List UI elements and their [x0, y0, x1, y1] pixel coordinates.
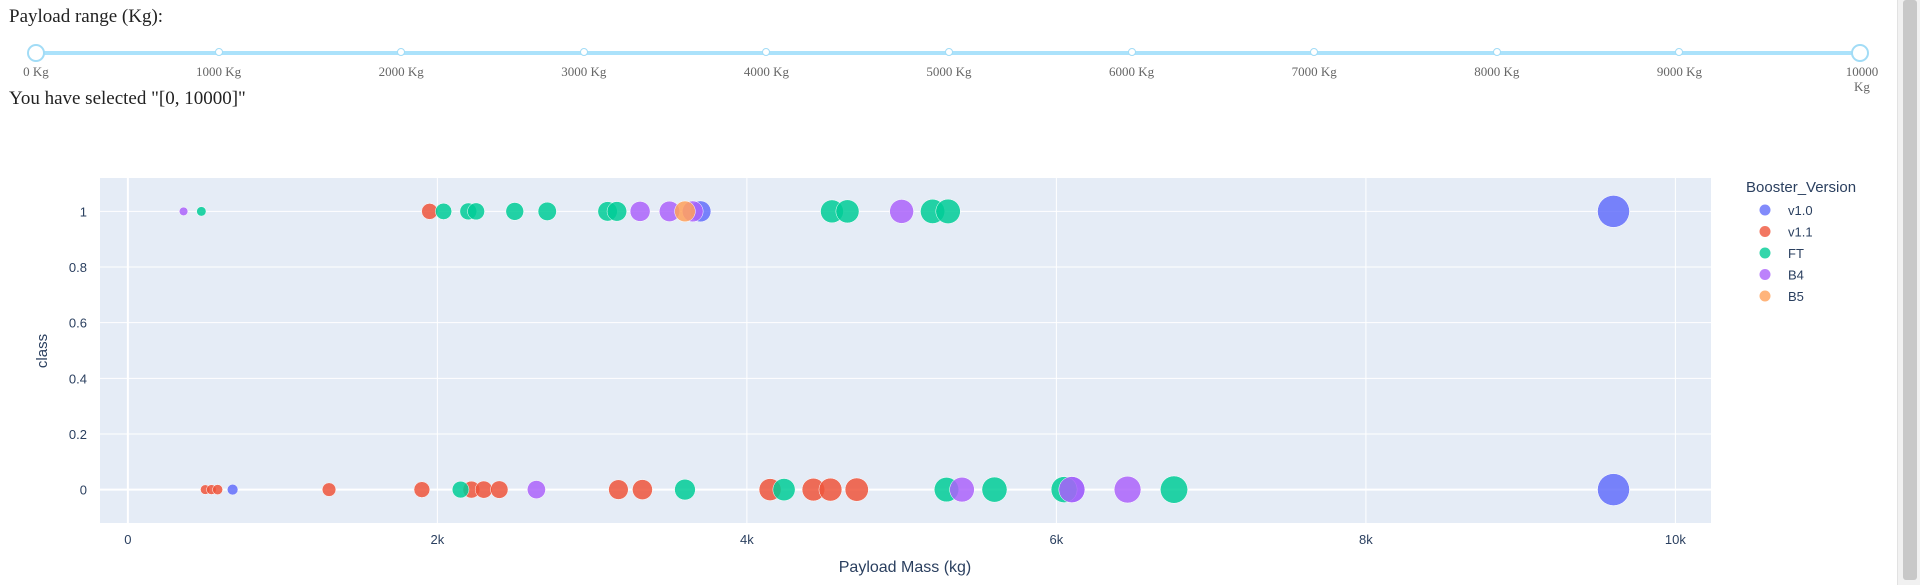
x-tick-label: 2k [430, 532, 444, 547]
slider-mark-label[interactable]: 10000 Kg [1845, 64, 1879, 94]
data-point[interactable] [949, 476, 975, 503]
slider-mark-dot[interactable] [1675, 48, 1684, 56]
data-point[interactable] [674, 200, 696, 223]
slider-mark-dot[interactable] [397, 48, 406, 56]
data-point[interactable] [527, 480, 546, 499]
x-tick-label: 8k [1359, 532, 1373, 547]
plot-background [100, 178, 1711, 523]
data-point[interactable] [1113, 475, 1142, 504]
legend-item[interactable]: v1.0 [1759, 203, 1813, 218]
slider-handle-min[interactable] [27, 44, 45, 62]
data-point[interactable] [467, 202, 485, 221]
slider-mark-label[interactable]: 1000 Kg [196, 64, 242, 79]
selected-range-text: You have selected "[0, 10000]" [9, 88, 246, 109]
slider-mark-label[interactable]: 3000 Kg [561, 64, 607, 79]
data-point[interactable] [451, 481, 470, 499]
slider-handle-max[interactable] [1851, 44, 1869, 62]
vertical-scrollbar[interactable] [1897, 0, 1920, 585]
legend-label: B5 [1788, 289, 1804, 304]
data-point[interactable] [1160, 475, 1188, 504]
payload-range-slider[interactable]: 0 Kg 1000 Kg 2000 Kg 3000 Kg 4000 Kg 5000 Kg 6… [0, 40, 1900, 110]
slider-mark-label[interactable]: 6000 Kg [1109, 64, 1155, 79]
data-point[interactable] [321, 482, 337, 497]
data-point[interactable] [474, 480, 493, 499]
y-axis-title: class [34, 334, 51, 368]
data-point[interactable] [179, 206, 189, 216]
slider-mark-dot[interactable] [945, 48, 953, 56]
slider-mark-label[interactable]: 9000 Kg [1656, 64, 1702, 79]
data-point[interactable] [981, 476, 1008, 503]
data-point[interactable] [1058, 476, 1086, 503]
legend-item[interactable]: v1.1 [1759, 225, 1813, 240]
x-tick-label: 10k [1665, 532, 1686, 547]
slider-mark-dot[interactable] [1127, 48, 1136, 56]
x-tick-label: 6k [1050, 532, 1064, 547]
y-tick-label: 0 [80, 483, 87, 498]
legend-label: v1.1 [1788, 225, 1813, 240]
data-point[interactable] [413, 481, 431, 498]
legend-item[interactable]: FT [1759, 246, 1804, 261]
y-tick-label: 0.4 [69, 371, 87, 386]
data-point[interactable] [844, 477, 869, 502]
slider-mark-label[interactable]: 7000 Kg [1291, 64, 1337, 79]
data-point[interactable] [608, 479, 629, 500]
slider-mark-label[interactable]: 8000 Kg [1474, 64, 1520, 79]
data-point[interactable] [935, 198, 961, 224]
x-axis-title: Payload Mass (kg) [839, 559, 972, 576]
scatter-chart: 0 2k 4k 6k 8k 10k 0 0.2 0.4 0.6 0.8 1 Payload Mass … [34, 178, 1856, 576]
slider-mark-label[interactable]: 5000 Kg [926, 64, 972, 79]
y-tick-label: 0.8 [69, 260, 87, 275]
y-tick-label: 1 [80, 204, 87, 219]
legend-marker [1759, 290, 1771, 302]
slider-mark-dot[interactable] [214, 48, 223, 56]
legend-item[interactable]: B5 [1759, 289, 1804, 304]
y-tick-label: 0.2 [69, 427, 87, 442]
x-tick-label: 0 [124, 532, 131, 547]
data-point[interactable] [1597, 195, 1630, 228]
data-point[interactable] [606, 201, 627, 222]
data-point[interactable] [537, 201, 557, 221]
legend-label: v1.0 [1788, 203, 1813, 218]
data-point[interactable] [835, 199, 860, 224]
legend-marker [1759, 226, 1771, 237]
slider-mark-dot[interactable] [1492, 48, 1501, 56]
data-point[interactable] [629, 201, 651, 222]
data-point[interactable] [818, 477, 843, 502]
slider-mark-label[interactable]: 4000 Kg [743, 64, 789, 79]
slider-mark-dot[interactable] [579, 48, 588, 56]
legend-marker [1759, 269, 1771, 280]
y-tick-label: 0.6 [69, 316, 87, 331]
payload-range-label: Payload range (Kg): [9, 6, 164, 27]
legend-item[interactable]: B4 [1759, 268, 1804, 283]
data-point[interactable] [772, 478, 796, 501]
legend-label: B4 [1788, 268, 1804, 283]
slider-mark-dot[interactable] [762, 48, 771, 56]
data-point[interactable] [490, 480, 509, 499]
x-tick-label: 4k [740, 532, 754, 547]
slider-mark-label[interactable]: 0 Kg [23, 64, 49, 79]
data-point[interactable] [505, 202, 524, 221]
data-point[interactable] [227, 484, 239, 496]
legend-label: FT [1788, 246, 1804, 261]
data-point[interactable] [889, 199, 914, 224]
data-point[interactable] [196, 206, 207, 217]
slider-mark-dot[interactable] [1310, 48, 1319, 56]
data-point[interactable] [212, 484, 223, 495]
data-point[interactable] [632, 479, 653, 500]
scrollbar-thumb[interactable] [1903, 0, 1917, 580]
slider-mark-label[interactable]: 2000 Kg [378, 64, 424, 79]
data-point[interactable] [1597, 473, 1630, 506]
data-point[interactable] [435, 202, 452, 220]
data-point[interactable] [674, 478, 696, 501]
legend-marker [1759, 204, 1771, 216]
legend-title: Booster_Version [1746, 179, 1856, 196]
legend-marker [1759, 247, 1771, 259]
